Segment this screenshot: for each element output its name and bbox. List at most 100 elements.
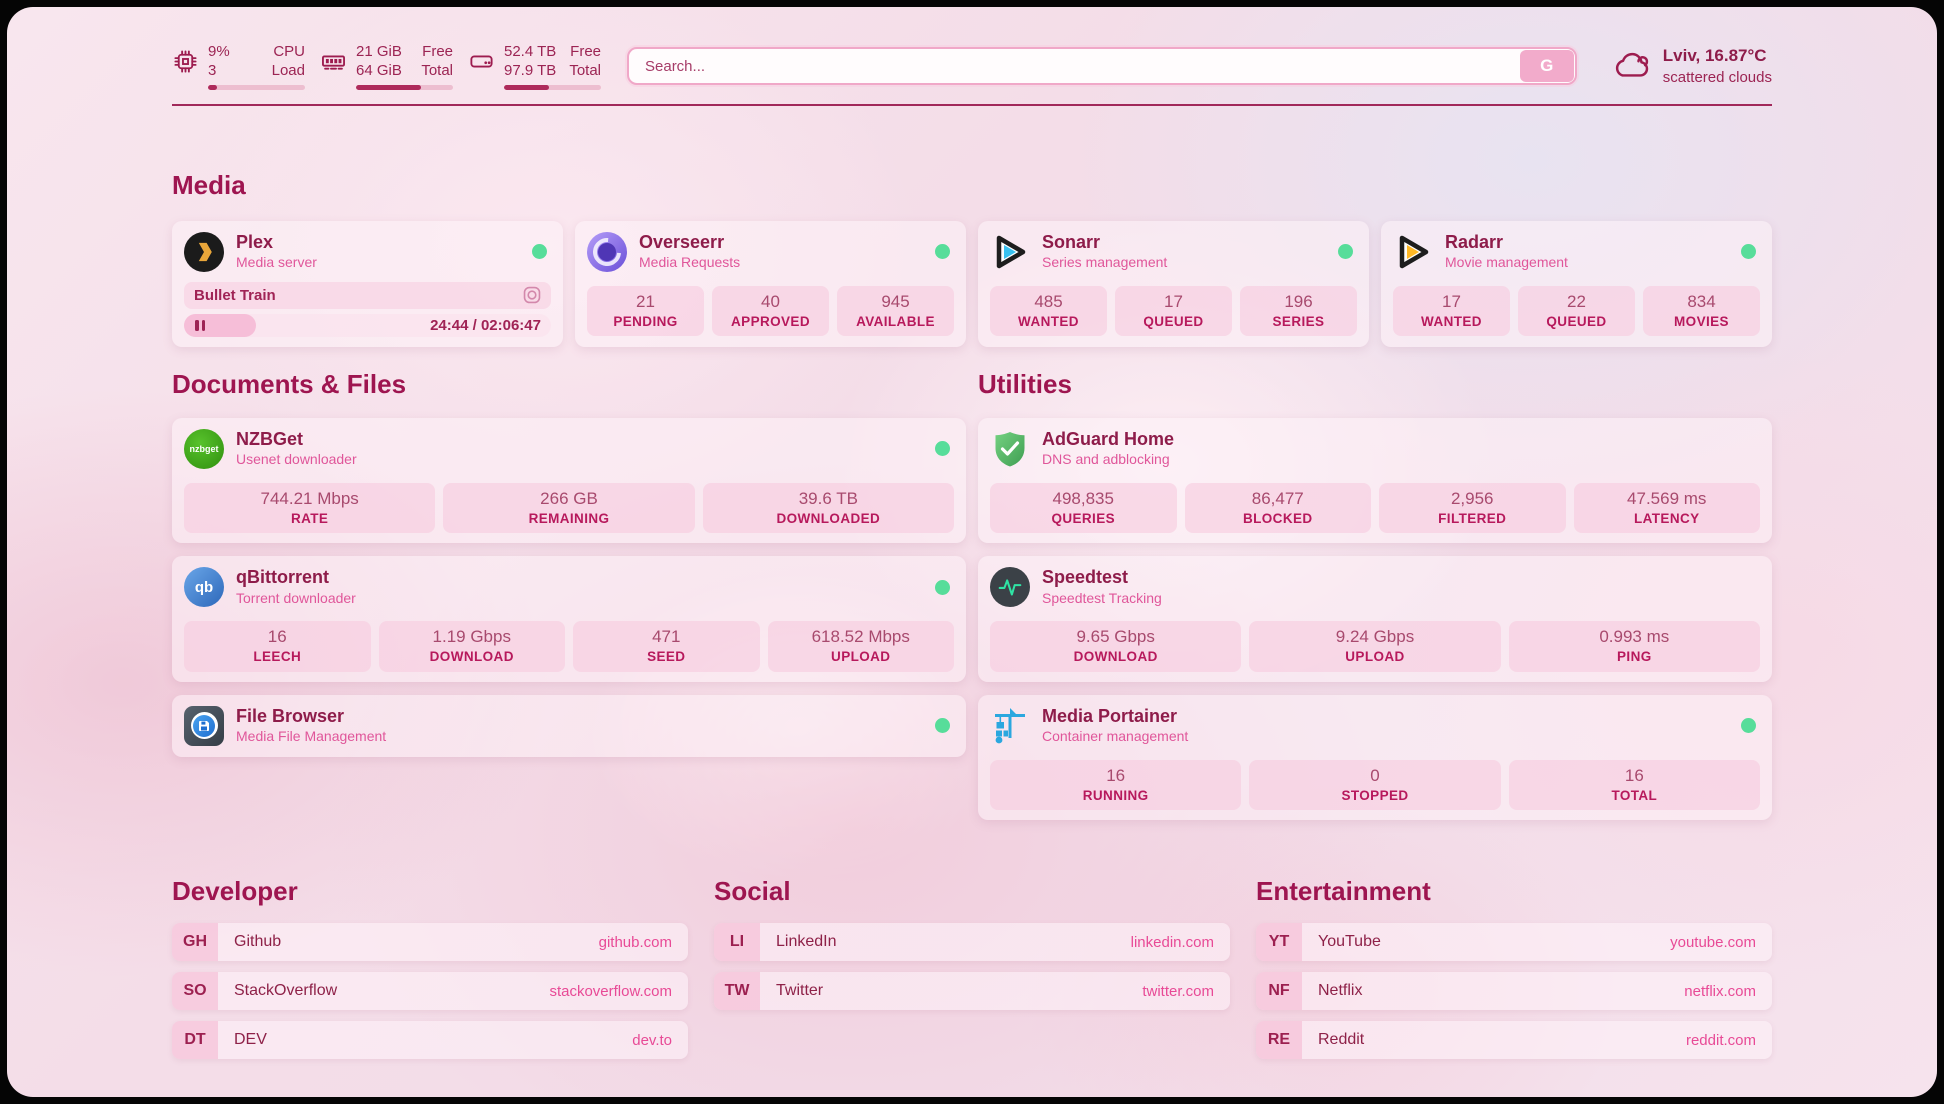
- link-url: github.com: [598, 933, 672, 951]
- weather-widget: Lviv, 16.87°C scattered clouds: [1609, 45, 1772, 87]
- link-name: StackOverflow: [234, 982, 338, 1000]
- stat-tile: 9.24 Gbps UPLOAD: [1249, 621, 1501, 672]
- link-item-youtube[interactable]: YT YouTube youtube.com: [1256, 923, 1772, 962]
- stat-value: 266 GB: [540, 488, 598, 508]
- stat-value: 40: [761, 291, 780, 311]
- ram-free-label: Free: [422, 43, 453, 60]
- stat-value: 0.993 ms: [1599, 627, 1670, 647]
- stat-label: QUERIES: [1051, 510, 1116, 526]
- google-search-button[interactable]: G: [1519, 50, 1574, 83]
- adguard-icon: [990, 429, 1030, 469]
- entertainment-section-heading: Entertainment: [1256, 876, 1431, 907]
- stat-tile: 21 PENDING: [587, 285, 704, 337]
- stat-value: 498,835: [1052, 488, 1114, 508]
- sonarr-card[interactable]: Sonarr Series management 485 WANTED 17 Q…: [978, 220, 1369, 347]
- stat-value: 47.569 ms: [1627, 488, 1707, 508]
- pause-icon[interactable]: [195, 319, 205, 331]
- status-dot: [532, 244, 547, 259]
- link-item-reddit[interactable]: RE Reddit reddit.com: [1256, 1021, 1772, 1060]
- stat-tile: 471 SEED: [573, 621, 760, 672]
- weather-condition: scattered clouds: [1662, 68, 1772, 86]
- link-item-netflix[interactable]: NF Netflix netflix.com: [1256, 972, 1772, 1011]
- stat-label: QUEUED: [1546, 313, 1607, 329]
- disk-total-label: Total: [569, 61, 601, 79]
- stat-value: 9.24 Gbps: [1335, 627, 1415, 647]
- link-item-stackoverflow[interactable]: SO StackOverflow stackoverflow.com: [172, 972, 688, 1011]
- stat-label: LATENCY: [1633, 510, 1700, 526]
- disk-progress-fill: [504, 84, 549, 90]
- stat-tile: 834 MOVIES: [1643, 285, 1760, 337]
- link-name: LinkedIn: [776, 933, 837, 951]
- link-item-github[interactable]: GH Github github.com: [172, 923, 688, 962]
- app-title: Radarr: [1445, 231, 1504, 252]
- stat-value: 0: [1370, 765, 1380, 785]
- radarr-icon: [1393, 232, 1433, 272]
- search-input[interactable]: [629, 49, 1519, 84]
- now-playing-title: Bullet Train: [194, 286, 276, 304]
- link-url: twitter.com: [1142, 982, 1214, 1000]
- cpu-load-label: Load: [271, 61, 305, 79]
- portainer-card[interactable]: Media Portainer Container management 16 …: [978, 694, 1772, 821]
- linkedin-badge: LI: [714, 923, 760, 962]
- stat-value: 21: [636, 291, 655, 311]
- stat-value: 196: [1284, 291, 1313, 311]
- app-title: File Browser: [236, 705, 345, 726]
- disk-stat-text: 52.4 TB Free 97.9 TB Total: [504, 43, 601, 81]
- developer-section-heading: Developer: [172, 876, 298, 907]
- stackoverflow-badge: SO: [172, 972, 218, 1011]
- stat-tile: 485 WANTED: [990, 285, 1107, 337]
- cloud-icon: [1615, 53, 1648, 77]
- adguard-card[interactable]: AdGuard Home DNS and adblocking 498,835 …: [978, 417, 1772, 544]
- filebrowser-card[interactable]: File Browser Media File Management: [172, 694, 966, 757]
- playback-progress-fill: [184, 313, 256, 337]
- plex-card[interactable]: Plex Media server Bullet Train: [172, 220, 563, 347]
- plex-icon: [184, 231, 224, 272]
- stat-value: 485: [1034, 291, 1063, 311]
- cpu-icon: [174, 50, 197, 73]
- dev-badge: DT: [172, 1021, 218, 1060]
- app-title: Sonarr: [1042, 231, 1101, 252]
- ram-free-value: 21 GiB: [356, 43, 402, 60]
- stat-tile: 744.21 Mbps RATE: [184, 482, 436, 534]
- stat-value: 86,477: [1251, 488, 1304, 508]
- status-dot: [935, 718, 950, 734]
- stat-value: 945: [881, 291, 910, 311]
- status-dot: [1338, 244, 1353, 259]
- stat-value: 1.19 Gbps: [432, 627, 511, 647]
- stat-tile: 498,835 QUERIES: [990, 482, 1177, 534]
- weather-location-temp: Lviv, 16.87°C: [1662, 46, 1767, 66]
- cpu-usage-value: 9%: [208, 43, 230, 60]
- stat-label: DOWNLOAD: [429, 649, 514, 665]
- app-title: Plex: [236, 231, 274, 252]
- stat-tile: 17 QUEUED: [1115, 285, 1232, 337]
- cpu-progress-track: [208, 84, 305, 90]
- nzbget-icon-label: nzbget: [189, 443, 219, 454]
- link-item-dev[interactable]: DT DEV dev.to: [172, 1021, 688, 1060]
- nzbget-card[interactable]: nzbget NZBGet Usenet downloader 744.21 M…: [172, 417, 966, 544]
- app-title: NZBGet: [236, 428, 303, 449]
- nzbget-icon: nzbget: [184, 428, 224, 469]
- link-item-linkedin[interactable]: LI LinkedIn linkedin.com: [714, 923, 1230, 962]
- stat-label: AVAILABLE: [856, 313, 935, 329]
- disk-stat: 52.4 TB Free 97.9 TB Total: [468, 43, 601, 90]
- stat-tile: 196 SERIES: [1240, 285, 1357, 337]
- speedtest-card[interactable]: Speedtest Speedtest Tracking 9.65 Gbps D…: [978, 556, 1772, 682]
- cpu-stat-text: 9% CPU 3 Load: [208, 43, 305, 81]
- cpu-label: CPU: [273, 43, 305, 60]
- radarr-card[interactable]: Radarr Movie management 17 WANTED 22 QUE…: [1381, 220, 1772, 347]
- stat-label: BLOCKED: [1242, 510, 1313, 526]
- stat-tile: 618.52 Mbps UPLOAD: [767, 621, 954, 672]
- stat-label: QUEUED: [1143, 313, 1204, 329]
- link-name: Github: [234, 933, 282, 951]
- documents-column: Documents & Files nzbget NZBGet Usenet d…: [172, 347, 966, 821]
- link-name: YouTube: [1318, 933, 1381, 951]
- overseerr-card[interactable]: Overseerr Media Requests 21 PENDING 40 A…: [575, 220, 966, 347]
- stat-label: TOTAL: [1611, 787, 1658, 803]
- stat-label: DOWNLOAD: [1073, 649, 1158, 665]
- app-subtitle: DNS and adblocking: [1042, 451, 1170, 468]
- link-item-twitter[interactable]: TW Twitter twitter.com: [714, 972, 1230, 1011]
- twitter-badge: TW: [714, 972, 760, 1011]
- qbittorrent-card[interactable]: qb qBittorrent Torrent downloader 16 LEE…: [172, 556, 966, 682]
- stat-label: PING: [1617, 649, 1652, 665]
- stat-label: RATE: [290, 510, 329, 526]
